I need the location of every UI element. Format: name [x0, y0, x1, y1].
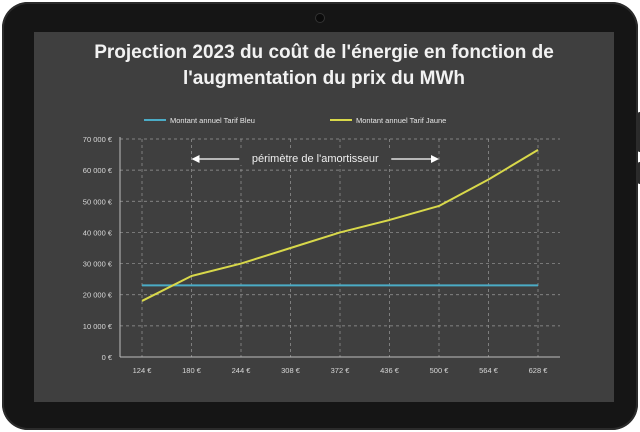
x-tick-label: 244 €: [232, 366, 252, 375]
gridlines: [120, 138, 560, 357]
series-lines: [141, 149, 539, 302]
y-tick-labels: 0 € 10 000 € 20 000 € 30 000 € 40 000 € 50 00…: [83, 135, 113, 362]
y-tick-label: 40 000 €: [83, 228, 113, 237]
chart-title-line-1: Projection 2023 du coût de l'énergie en …: [94, 42, 554, 63]
line-chart: 0 € 10 000 € 20 000 € 30 000 € 40 000 € 50 00…: [83, 116, 560, 375]
x-tick-label: 628 €: [529, 366, 549, 375]
y-tick-label: 20 000 €: [83, 291, 113, 300]
arrow-right-icon: [431, 155, 439, 163]
legend-label-2: Montant annuel Tarif Jaune: [356, 116, 446, 125]
y-tick-label: 70 000 €: [83, 135, 113, 144]
x-tick-label: 500 €: [430, 366, 450, 375]
volume-button: [638, 112, 640, 152]
y-tick-label: 0 €: [102, 353, 113, 362]
annotation-label: périmètre de l'amortisseur: [252, 153, 379, 165]
y-tick-label: 10 000 €: [83, 322, 113, 331]
x-tick-label: 564 €: [479, 366, 499, 375]
x-tick-label: 308 €: [281, 366, 301, 375]
series-line-2: [141, 149, 539, 302]
chart-title-line-2: l'augmentation du prix du MWh: [182, 68, 466, 89]
axes: [119, 137, 560, 358]
power-button: [638, 162, 640, 184]
y-tick-label: 60 000 €: [83, 166, 113, 175]
x-tick-label: 436 €: [380, 366, 400, 375]
x-tick-label: 180 €: [182, 366, 202, 375]
legend-label-1: Montant annuel Tarif Bleu: [170, 116, 255, 125]
x-tick-label: 372 €: [331, 366, 351, 375]
x-tick-labels: 124 € 180 € 244 € 308 € 372 € 436 € 500 € 564 €…: [133, 366, 549, 375]
x-tick-label: 124 €: [133, 366, 153, 375]
legend: Montant annuel Tarif Bleu Montant annuel …: [144, 116, 446, 125]
y-tick-label: 30 000 €: [83, 260, 113, 269]
arrow-left-icon: [191, 155, 200, 163]
annotation: périmètre de l'amortisseur: [191, 150, 439, 165]
annotation-label-bg: [239, 150, 392, 165]
chart-screen: Projection 2023 du coût de l'énergie en …: [34, 32, 614, 402]
y-tick-label: 50 000 €: [83, 197, 113, 206]
camera-icon: [316, 14, 324, 22]
